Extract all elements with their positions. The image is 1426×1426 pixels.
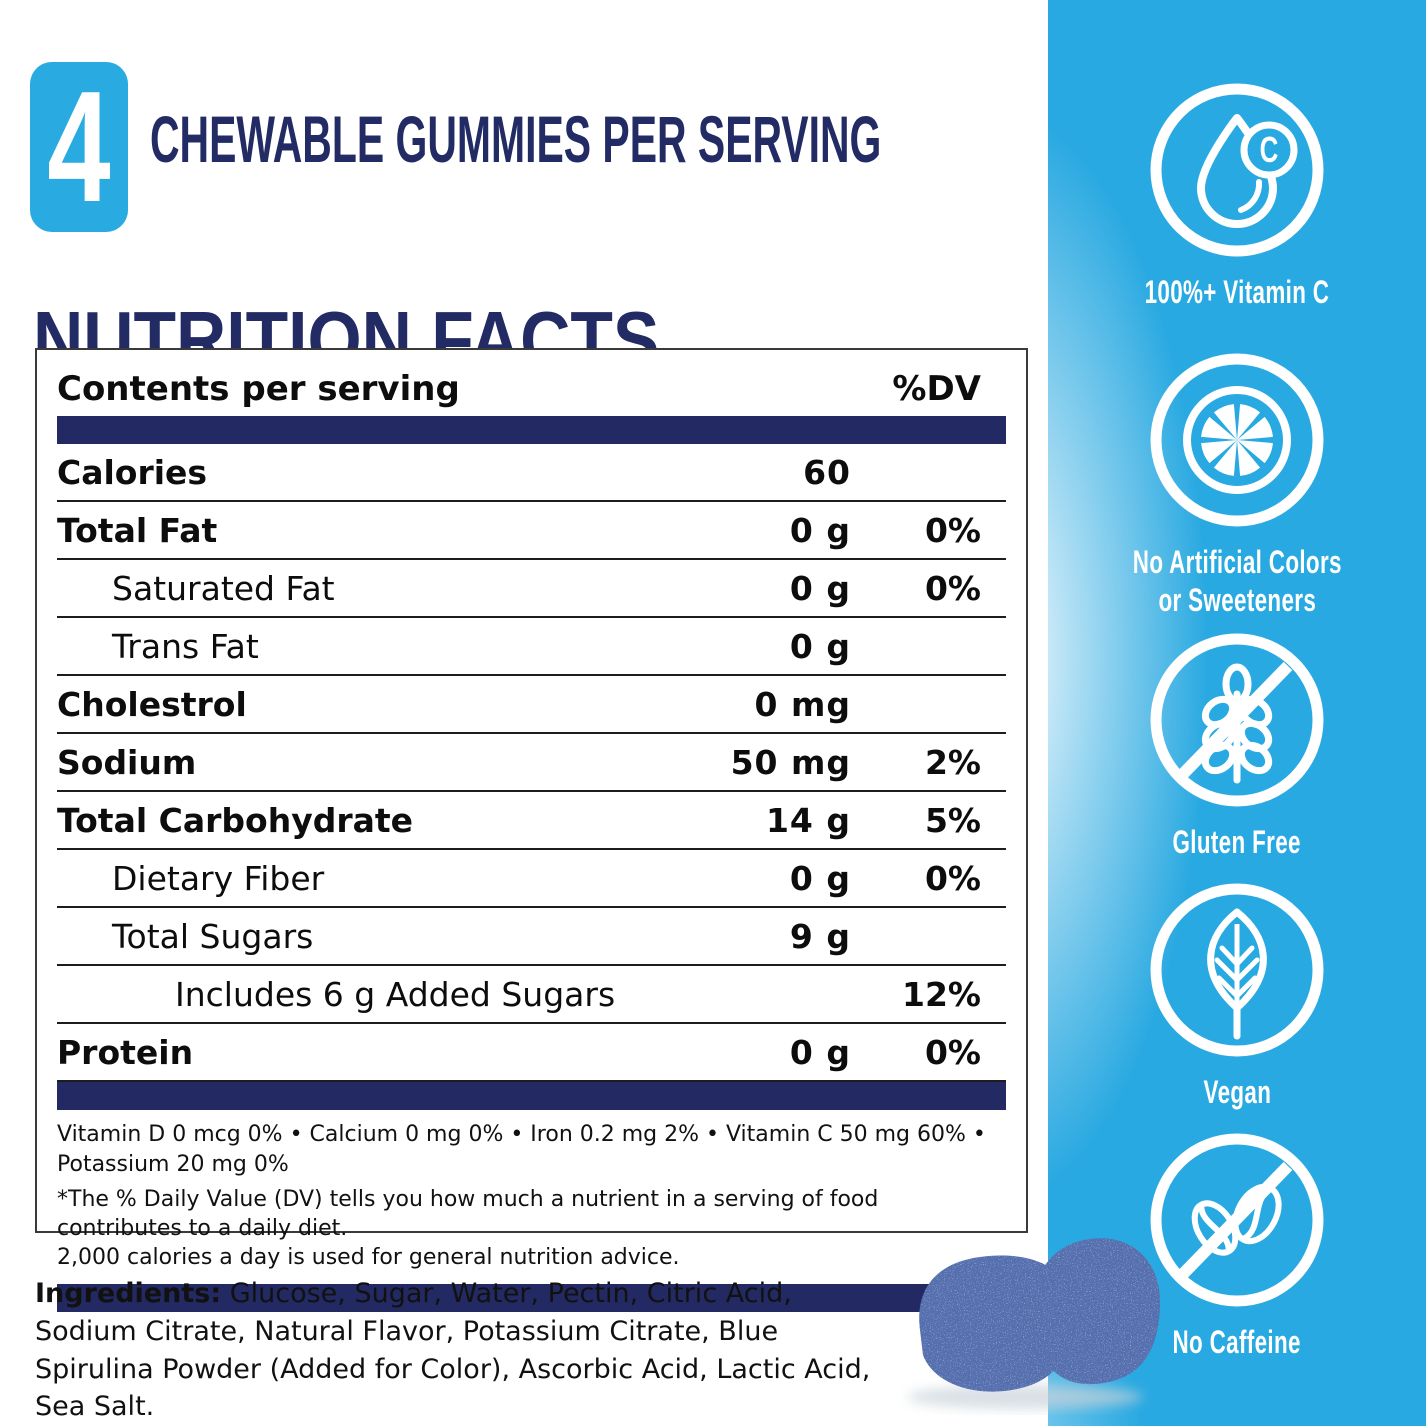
feature-label: No Caffeine (1172, 1324, 1302, 1360)
table-row-calories: Calories 60 (57, 444, 1006, 502)
table-row-total-fat: Total Fat 0 g 0% (57, 502, 1006, 560)
nutrient-dv: 0% (924, 858, 981, 898)
nutrient-label: Trans Fat (112, 626, 259, 666)
no-gluten-icon (1150, 633, 1324, 807)
nutrient-dv: 0% (924, 568, 981, 608)
nutrition-facts-table: Contents per serving %DV Calories 60 Tot… (35, 348, 1028, 1313)
table-row-sodium: Sodium 50 mg 2% (57, 734, 1006, 792)
ingredients-label: Ingredients: (35, 1278, 222, 1309)
vegan-leaf-icon (1150, 883, 1324, 1057)
table-row-total-carbohydrate: Total Carbohydrate 14 g 5% (57, 792, 1006, 850)
divider-bar-top (57, 416, 1006, 444)
nutrient-dv: 0% (924, 510, 981, 550)
nutrient-amount: 9 g (789, 916, 851, 956)
nutrient-amount: 0 g (789, 626, 851, 666)
serving-count-badge: 4 (30, 62, 128, 232)
nutrient-label: Calories (57, 452, 208, 492)
feature-no-caffeine: No Caffeine (1048, 1128, 1426, 1362)
feature-rail: C 100%+ Vitamin C No Artificial Colors o… (1048, 0, 1426, 1426)
table-row-cholestrol: Cholestrol 0 mg (57, 676, 1006, 734)
table-row-protein: Protein 0 g 0% (57, 1024, 1006, 1082)
serving-text: CHEWABLE GUMMIES PER SERVING (150, 102, 882, 176)
nutrient-amount: 0 g (789, 1032, 851, 1072)
nutrient-amount: 60 (803, 452, 851, 492)
table-row-total-sugars: Total Sugars 9 g (57, 908, 1006, 966)
table-row-trans-fat: Trans Fat 0 g (57, 618, 1006, 676)
serving-count: 4 (47, 59, 111, 235)
nutrient-label: Protein (57, 1032, 194, 1072)
feature-no-artificial: No Artificial Colors or Sweeteners (1048, 348, 1426, 620)
table-row-added-sugars: Includes 6 g Added Sugars 12% (57, 966, 1006, 1024)
nutrient-label: Total Sugars (112, 916, 314, 956)
nutrient-amount: 0 g (789, 568, 851, 608)
feature-label: No Artificial Colors or Sweeteners (1132, 544, 1342, 618)
nutrient-dv: 12% (902, 974, 981, 1014)
daily-value-footnote: *The % Daily Value (DV) tells you how mu… (57, 1187, 879, 1271)
nutrient-dv: 2% (924, 742, 981, 782)
facts-header-dv: %DV (892, 369, 981, 409)
feature-vegan: Vegan (1048, 878, 1426, 1112)
nutrient-amount: 0 mg (754, 684, 851, 724)
nutrient-amount: 14 g (765, 800, 851, 840)
nutrient-label: Dietary Fiber (112, 858, 325, 898)
divider-bar-bottom (57, 1284, 1006, 1313)
table-row-dietary-fiber: Dietary Fiber 0 g 0% (57, 850, 1006, 908)
nutrient-label: Total Fat (57, 510, 218, 550)
nutrient-label: Sodium (57, 742, 197, 782)
nutrient-dv: 0% (924, 1032, 981, 1072)
feature-label: Vegan (1203, 1074, 1271, 1110)
vitamin-c-letter: C (1260, 130, 1279, 170)
divider-bar-middle (57, 1082, 1006, 1110)
ingredients-paragraph: Ingredients: Glucose, Sugar, Water, Pect… (35, 1275, 880, 1426)
gummies-shadow (907, 1385, 1143, 1409)
nutrient-amount: 0 g (789, 858, 851, 898)
nutrient-label: Saturated Fat (112, 568, 335, 608)
nutrient-amount: 50 mg (730, 742, 851, 782)
no-caffeine-icon (1150, 1133, 1324, 1307)
micronutrients-line: Vitamin D 0 mcg 0% • Calcium 0 mg 0% • I… (57, 1122, 986, 1177)
feature-vitamin-c: C 100%+ Vitamin C (1048, 78, 1426, 312)
nutrient-label: Cholestrol (57, 684, 247, 724)
facts-table-header: Contents per serving %DV (57, 362, 1006, 416)
feature-gluten-free: Gluten Free (1048, 628, 1426, 862)
feature-label: 100%+ Vitamin C (1144, 274, 1330, 310)
citrus-slice-icon (1150, 353, 1324, 527)
gummy-left (919, 1255, 1073, 1392)
feature-label: Gluten Free (1172, 824, 1302, 860)
vitamin-c-drop-icon: C (1150, 83, 1324, 257)
nutrient-dv: 5% (924, 800, 981, 840)
nutrient-amount: 0 g (789, 510, 851, 550)
gummies-photo (907, 1238, 1161, 1409)
table-row-saturated-fat: Saturated Fat 0 g 0% (57, 560, 1006, 618)
nutrient-label: Total Carbohydrate (57, 800, 414, 840)
ingredients-text: Glucose, Sugar, Water, Pectin, Citric Ac… (35, 1278, 871, 1423)
facts-header-left: Contents per serving (57, 369, 460, 409)
nutrient-label: Includes 6 g Added Sugars (175, 974, 616, 1014)
